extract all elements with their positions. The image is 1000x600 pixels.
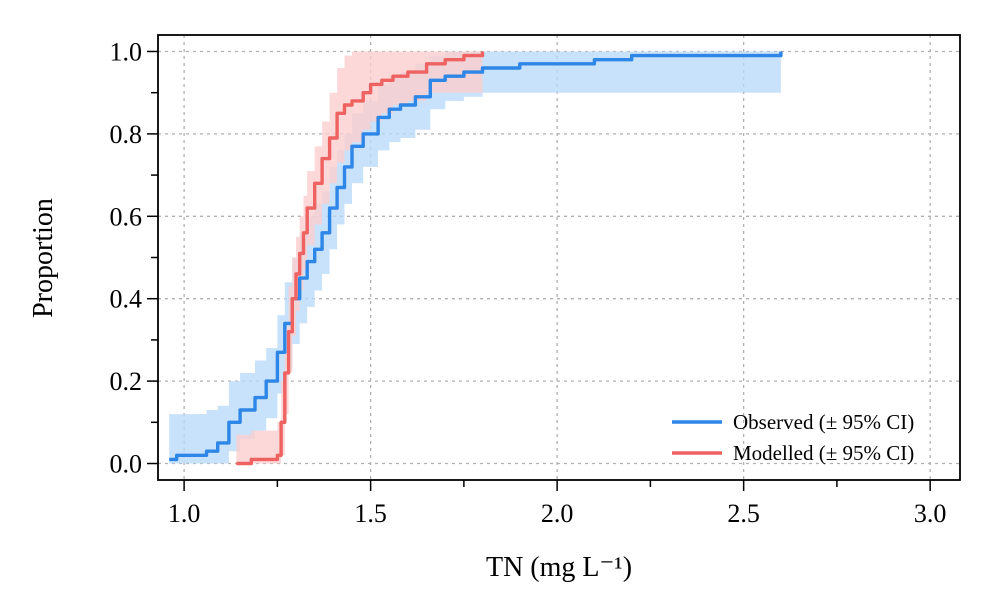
legend-label-0: Observed (± 95% CI) — [733, 410, 914, 434]
series-1-line — [236, 51, 485, 466]
y-axis-title: Proportion — [28, 198, 59, 318]
y-tick-label-3: 0.6 — [110, 202, 143, 231]
x-tick-label-2: 2.0 — [541, 499, 574, 528]
y-tick-label-5: 1.0 — [110, 37, 143, 66]
legend-label-1: Modelled (± 95% CI) — [733, 441, 914, 465]
x-tick-label-1: 1.5 — [354, 499, 387, 528]
y-tick-label-1: 0.2 — [110, 367, 143, 396]
series-0-line — [169, 51, 783, 462]
grid — [158, 35, 960, 480]
x-axis-title: TN (mg L⁻¹) — [486, 552, 632, 583]
y-axis: 0.0 0.2 0.4 0.6 0.8 1.0 — [110, 37, 158, 479]
x-tick-label-3: 2.5 — [727, 499, 760, 528]
legend: Observed (± 95% CI) Modelled (± 95% CI) — [672, 410, 914, 465]
y-tick-label-0: 0.0 — [110, 450, 143, 479]
series-1-ci-band — [236, 51, 483, 464]
confidence-bands — [169, 51, 781, 464]
x-tick-label-0: 1.0 — [168, 499, 201, 528]
series-lines — [169, 51, 783, 466]
y-tick-label-4: 0.8 — [110, 120, 143, 149]
series-0-ci-band — [169, 51, 781, 464]
x-tick-label-4: 3.0 — [914, 499, 947, 528]
y-tick-label-2: 0.4 — [110, 285, 143, 314]
x-axis: 1.0 1.5 2.0 2.5 3.0 — [168, 480, 947, 528]
